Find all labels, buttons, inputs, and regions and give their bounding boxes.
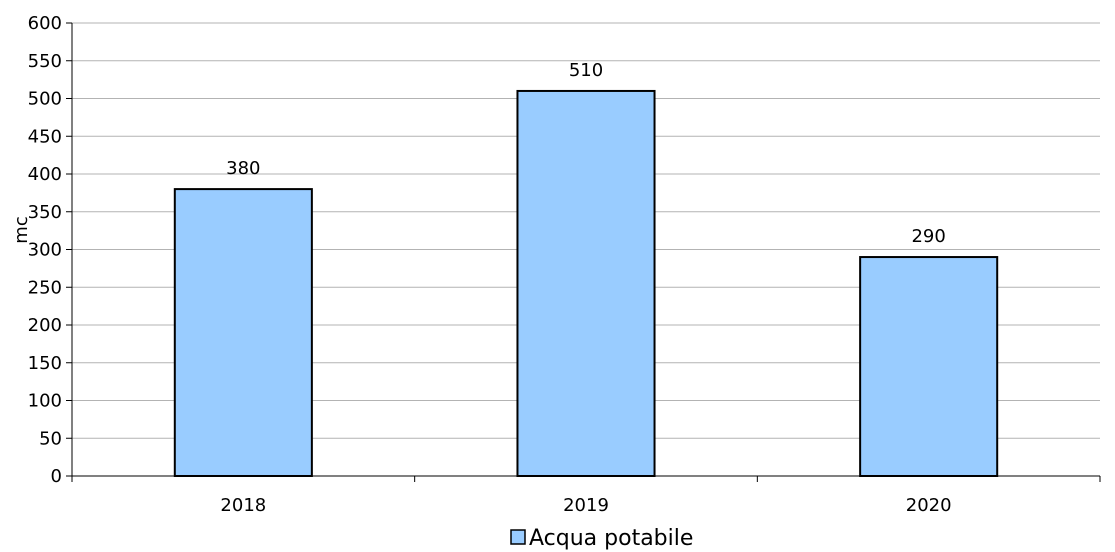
data-label-2018: 380: [226, 158, 260, 179]
bars: [173, 89, 999, 477]
x-tick-label-2020: 2020: [906, 495, 952, 516]
bar-2018: [173, 188, 313, 477]
y-tick-label: 100: [28, 391, 62, 412]
y-tick-label: 450: [28, 126, 62, 147]
y-tick-label: 600: [28, 13, 62, 34]
data-labels: 380 510 290: [226, 60, 946, 247]
legend-label: Acqua potabile: [529, 526, 693, 551]
x-tick-label-2018: 2018: [220, 495, 266, 516]
y-tick-label: 300: [28, 240, 62, 261]
y-tick-label: 0: [51, 466, 62, 487]
y-tick-label: 50: [39, 428, 62, 449]
data-label-2019: 510: [569, 60, 603, 81]
legend: Acqua potabile: [510, 526, 693, 551]
y-axis-ticks: 0 50 100 150 200 250 300 350 400 450 500 550 600: [28, 13, 72, 487]
y-tick-label: 150: [28, 353, 62, 374]
data-label-2020: 290: [911, 226, 945, 247]
y-tick-label: 400: [28, 164, 62, 185]
y-tick-label: 200: [28, 315, 62, 336]
y-tick-label: 350: [28, 202, 62, 223]
y-axis-label: mc: [11, 216, 32, 243]
y-tick-label: 500: [28, 89, 62, 110]
legend-swatch: [510, 529, 526, 545]
bar-2020: [859, 256, 999, 477]
x-axis-ticks: 2018 2019 2020: [71, 476, 1101, 516]
x-tick-label-2019: 2019: [563, 495, 609, 516]
y-tick-label: 250: [28, 277, 62, 298]
y-tick-label: 550: [28, 51, 62, 72]
bar-2019: [516, 89, 656, 477]
